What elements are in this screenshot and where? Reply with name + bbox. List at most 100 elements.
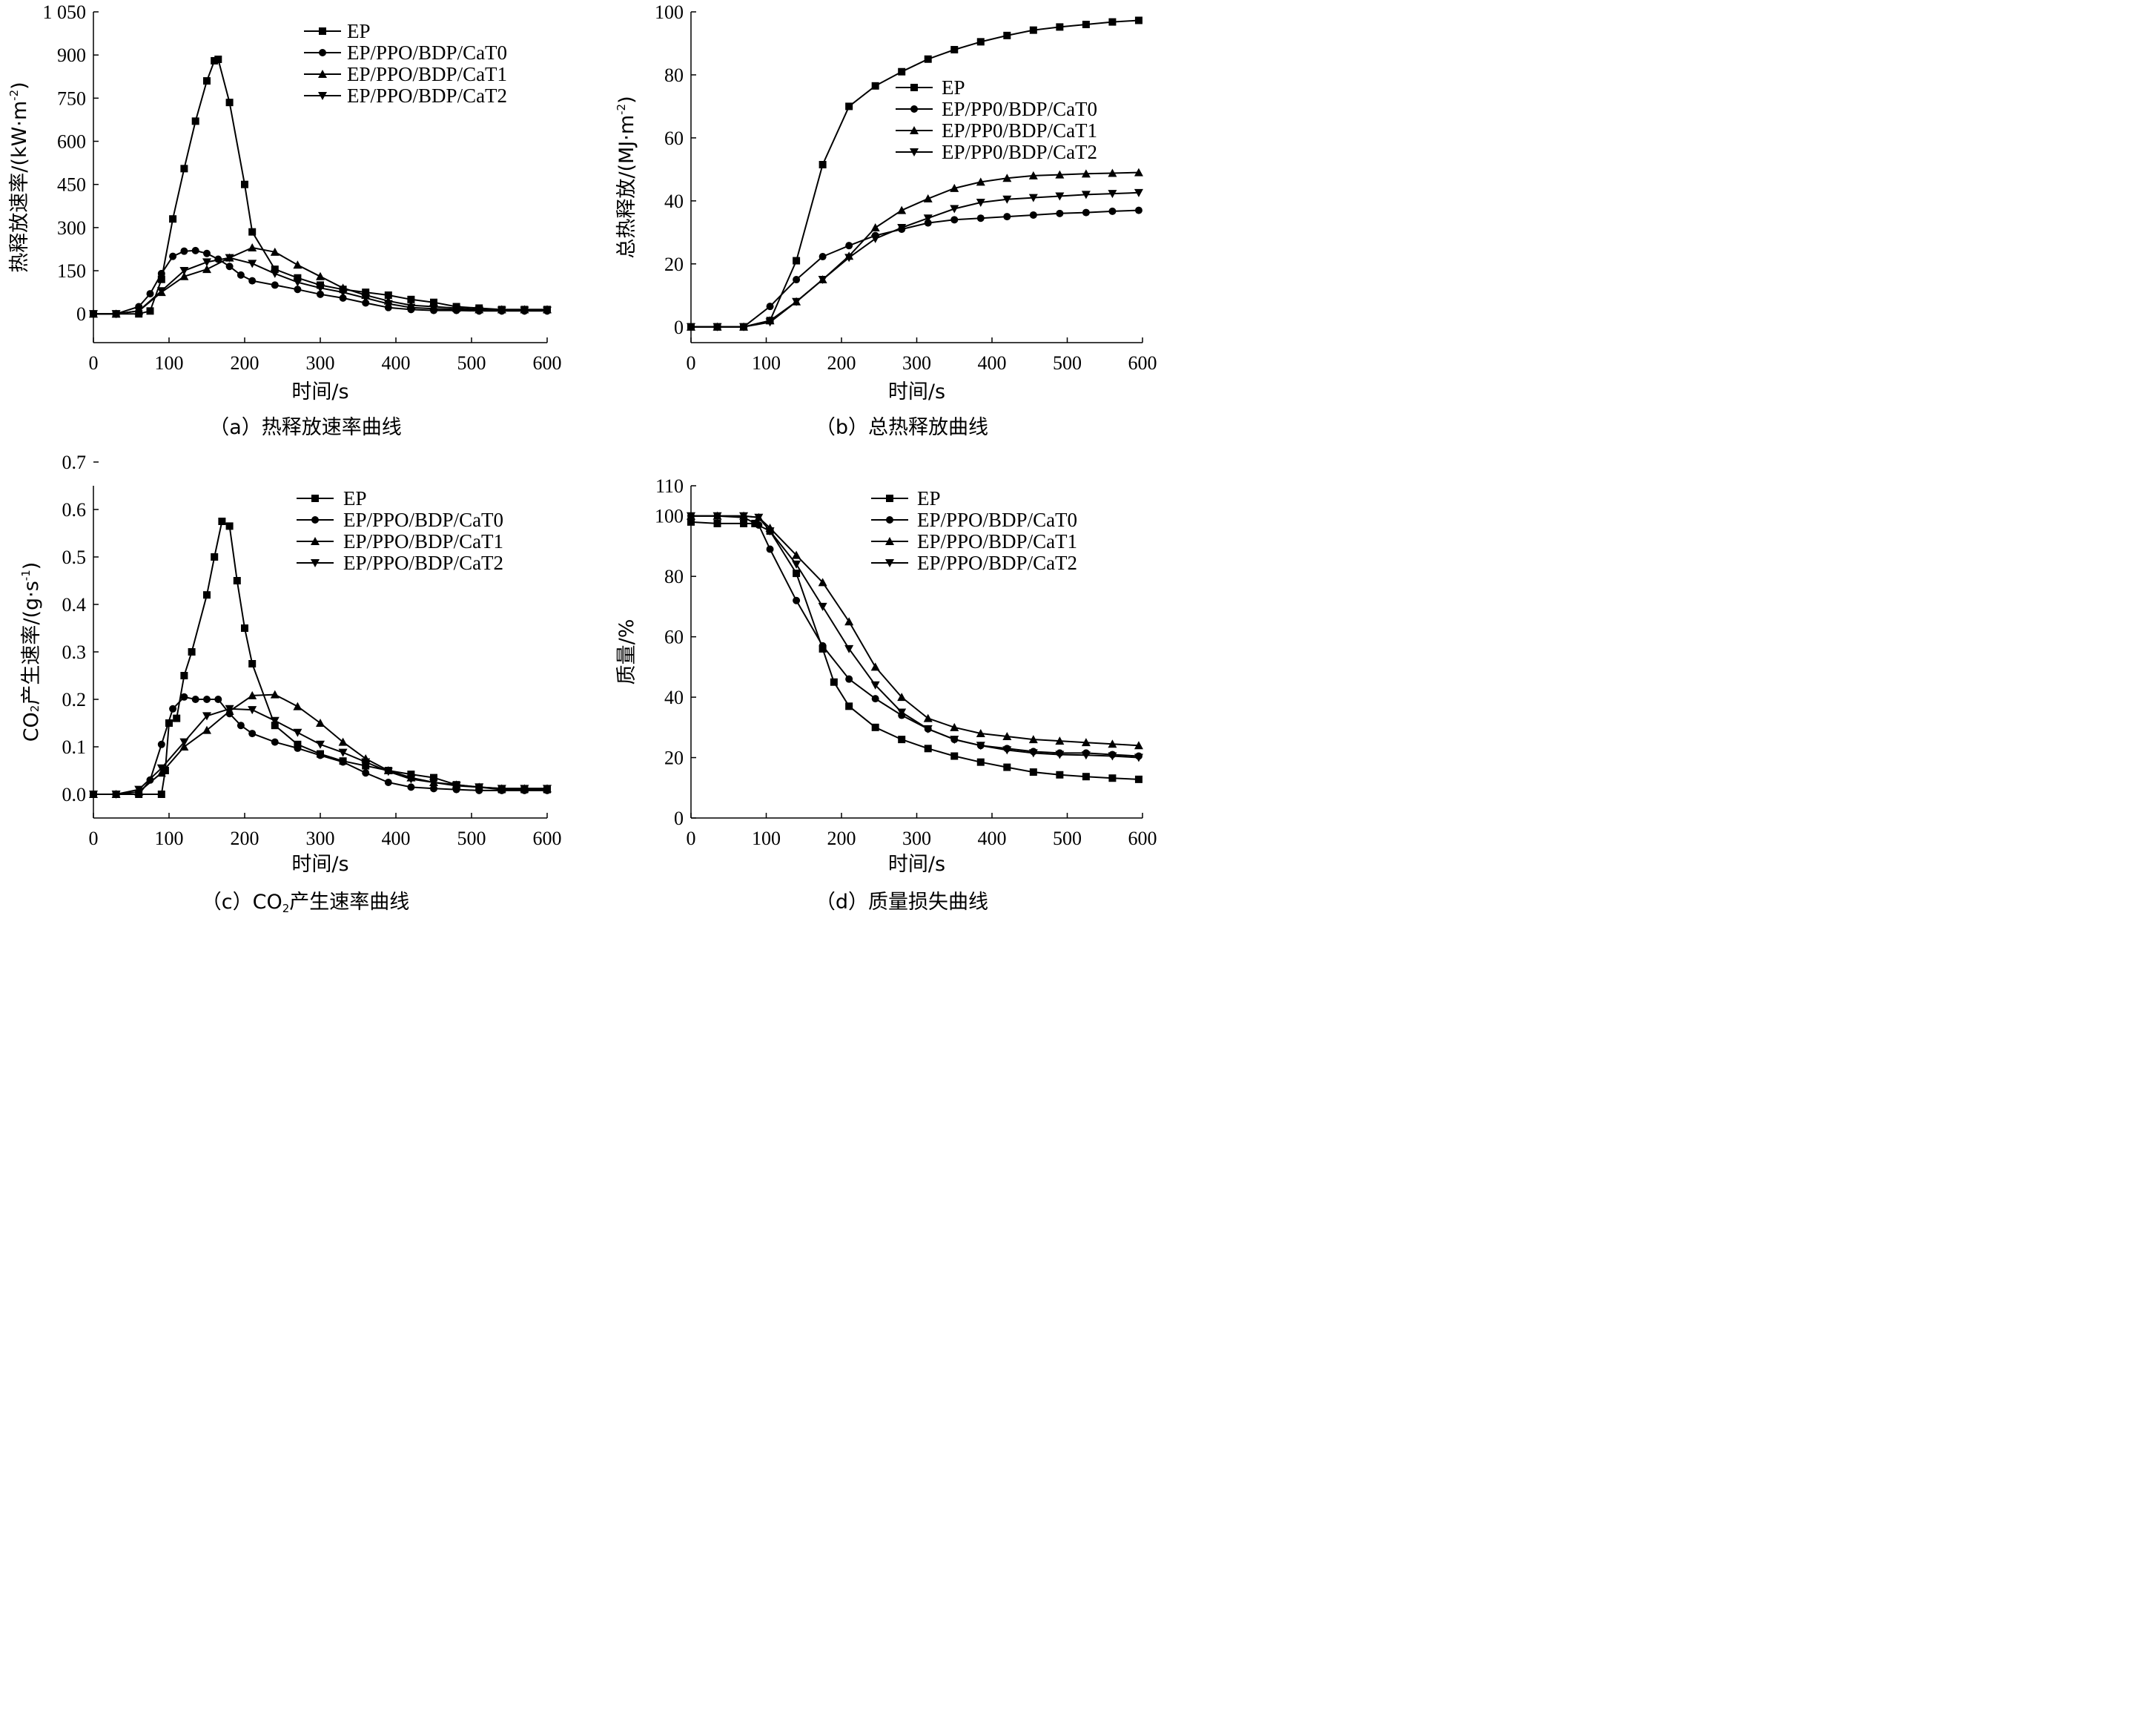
- x-tick-label: 0: [687, 828, 696, 849]
- data-point: [1029, 26, 1037, 34]
- data-point: [407, 295, 415, 303]
- data-point: [202, 258, 211, 267]
- data-point: [845, 102, 853, 111]
- data-point: [687, 518, 695, 526]
- data-point: [950, 216, 959, 224]
- y-tick-label: 0.4: [62, 594, 87, 616]
- panel-caption: （b）总热释放曲线: [816, 416, 988, 439]
- data-point: [819, 641, 827, 650]
- data-point: [924, 55, 932, 63]
- x-axis-label: 时间/s: [888, 853, 945, 876]
- y-tick-label: 20: [664, 254, 684, 275]
- data-point: [924, 745, 932, 753]
- data-point: [214, 696, 222, 703]
- data-point: [202, 725, 211, 734]
- data-point: [871, 723, 879, 731]
- data-point: [361, 294, 371, 303]
- legend: EPEP/PP0/BDP/CaT0EP/PP0/BDP/CaT1EP/PP0/B…: [896, 76, 1097, 163]
- x-tick-label: 0: [89, 828, 99, 849]
- legend-label: EP/PP0/BDP/CaT2: [942, 141, 1097, 163]
- data-point: [430, 785, 437, 793]
- data-point: [1108, 774, 1117, 782]
- y-tick-label: 0: [76, 303, 86, 325]
- x-tick-label: 300: [902, 828, 931, 849]
- data-point: [111, 310, 121, 319]
- data-point: [339, 294, 347, 302]
- data-point: [924, 219, 932, 227]
- legend-label: EP: [917, 487, 941, 509]
- data-point: [248, 706, 257, 715]
- data-point: [270, 716, 280, 725]
- data-point: [157, 275, 165, 283]
- data-point: [429, 305, 438, 314]
- data-point: [754, 513, 764, 522]
- y-tick-label: 110: [655, 475, 684, 497]
- data-point: [237, 271, 245, 279]
- data-point: [169, 252, 177, 260]
- data-point: [1029, 768, 1037, 776]
- data-point: [157, 740, 165, 748]
- data-point: [362, 769, 370, 777]
- legend-marker: [311, 516, 319, 524]
- data-point: [976, 177, 985, 186]
- data-point: [1055, 736, 1065, 745]
- data-point: [317, 751, 324, 759]
- y-tick-label: 80: [664, 65, 684, 86]
- y-axis-label: 质量/%: [615, 619, 638, 685]
- y-tick-label: 100: [655, 506, 684, 527]
- data-point: [844, 617, 854, 626]
- legend-label: EP/PPO/BDP/CaT1: [917, 530, 1077, 553]
- data-point: [845, 242, 853, 250]
- x-tick-label: 200: [827, 828, 856, 849]
- data-point: [871, 82, 879, 90]
- series-line: [691, 171, 1139, 328]
- data-point: [1082, 773, 1090, 781]
- series-EP/PP0/BDP/CaT0: [687, 206, 1143, 331]
- x-axis-label: 时间/s: [291, 853, 348, 876]
- data-point: [474, 783, 484, 792]
- data-point: [271, 265, 279, 274]
- x-tick-label: 500: [1053, 828, 1082, 849]
- chart-panel-a: 0 100 200 300 400 500 600 0 150 300 450 600 750 900 1 …: [7, 1, 561, 439]
- data-point: [452, 306, 461, 314]
- data-point: [294, 744, 302, 752]
- data-point: [1082, 20, 1090, 28]
- legend-label: EP/PPO/BDP/CaT2: [347, 85, 507, 107]
- data-point: [180, 672, 188, 679]
- legend: EPEP/PPO/BDP/CaT0EP/PPO/BDP/CaT1EP/PPO/B…: [304, 20, 507, 107]
- y-tick-label: 40: [664, 191, 684, 212]
- data-point: [429, 779, 438, 787]
- data-point: [1108, 18, 1117, 26]
- data-point: [543, 306, 552, 315]
- legend-label: EP/PPO/BDP/CaT2: [343, 552, 503, 574]
- data-point: [898, 736, 906, 744]
- data-point: [520, 306, 529, 315]
- legend-marker: [318, 70, 327, 78]
- legend-marker: [311, 559, 320, 567]
- data-point: [845, 702, 853, 710]
- data-point: [202, 265, 211, 274]
- series-line: [93, 696, 547, 795]
- data-point: [739, 512, 749, 521]
- x-tick-label: 100: [155, 828, 184, 849]
- data-point: [203, 77, 211, 85]
- series-line: [691, 191, 1139, 328]
- data-point: [161, 767, 169, 774]
- x-axis-label: 时间/s: [888, 380, 945, 403]
- data-point: [897, 693, 907, 702]
- data-point: [976, 38, 985, 46]
- data-point: [950, 736, 959, 745]
- data-point: [844, 254, 854, 263]
- data-point: [765, 318, 775, 327]
- data-point: [271, 281, 279, 289]
- legend-label: EP/PPO/BDP/CaT0: [917, 509, 1077, 531]
- legend: EPEP/PPO/BDP/CaT0EP/PPO/BDP/CaT1EP/PPO/B…: [297, 487, 503, 574]
- series-EP/PPO/BDP/CaT2: [89, 705, 552, 799]
- y-tick-label: 0.1: [62, 736, 87, 758]
- legend-marker: [319, 27, 326, 35]
- data-point: [897, 205, 907, 214]
- y-axis-label: 总热释放/(MJ·m-2): [615, 96, 638, 258]
- data-point: [871, 695, 879, 703]
- data-point: [218, 518, 226, 525]
- data-point: [316, 740, 325, 749]
